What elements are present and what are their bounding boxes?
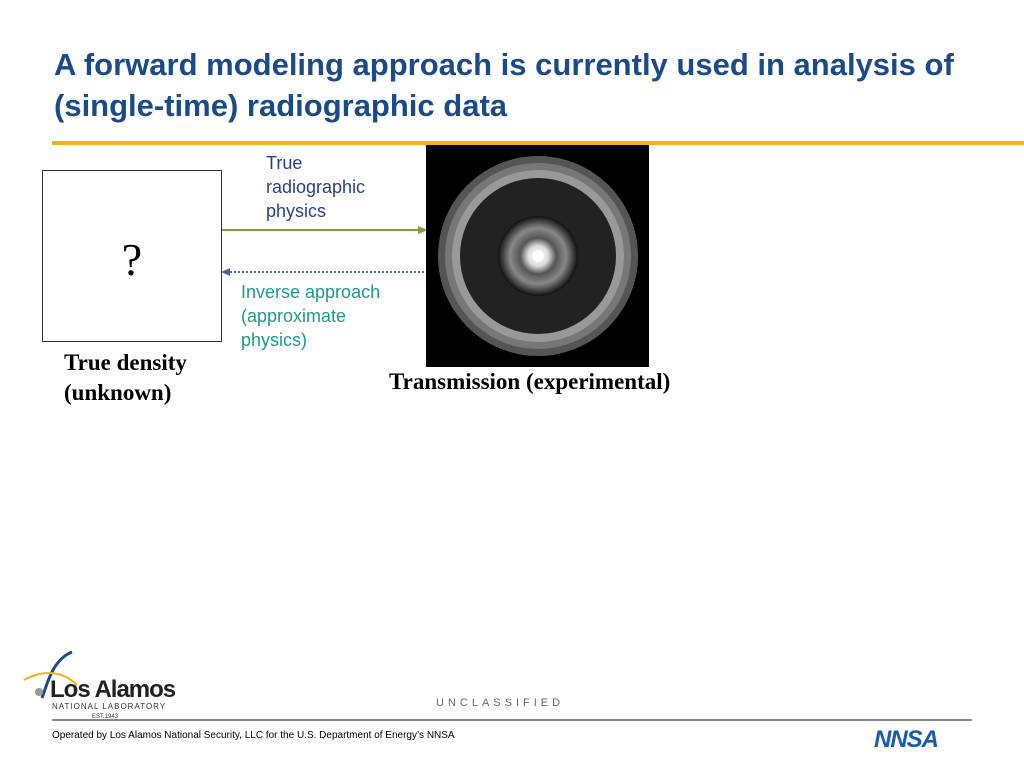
image-caption: Transmission (experimental) (389, 369, 671, 394)
inverse-label-line2: (approximate (241, 306, 347, 326)
classification-label: UNCLASSIFIED (436, 697, 565, 709)
forward-arrowhead-icon (418, 226, 428, 234)
operated-by-text: Operated by Los Alamos National Security… (52, 730, 455, 741)
radiograph-image (426, 145, 649, 367)
question-mark: ? (121, 234, 143, 285)
lanl-logo: Los Alamos NATIONAL LABORATORY EST.1943 (22, 650, 192, 730)
inverse-label: Inverse approach (approximate physics) (241, 280, 380, 352)
forward-label: True radiographic physics (266, 151, 365, 223)
forward-label-line2: radiographic (266, 177, 366, 197)
density-caption: True density (unknown) (64, 348, 187, 408)
inverse-label-line1: Inverse approach (241, 282, 381, 302)
nnsa-logo: NNSA (874, 726, 939, 753)
slide-title: A forward modeling approach is currently… (54, 47, 954, 123)
lanl-orbit-icon (23, 650, 78, 699)
density-caption-line2: (unknown) (64, 380, 172, 405)
unknown-density-box: ? (42, 170, 222, 342)
density-caption-line1: True density (64, 350, 187, 375)
forward-label-line3: physics (266, 201, 327, 221)
footer-rule (52, 719, 972, 721)
arrows (221, 226, 428, 276)
title-rule (52, 141, 1024, 145)
forward-label-line1: True (266, 153, 303, 173)
inverse-arrowhead-icon (221, 268, 230, 276)
inverse-label-line3: physics) (241, 330, 308, 350)
